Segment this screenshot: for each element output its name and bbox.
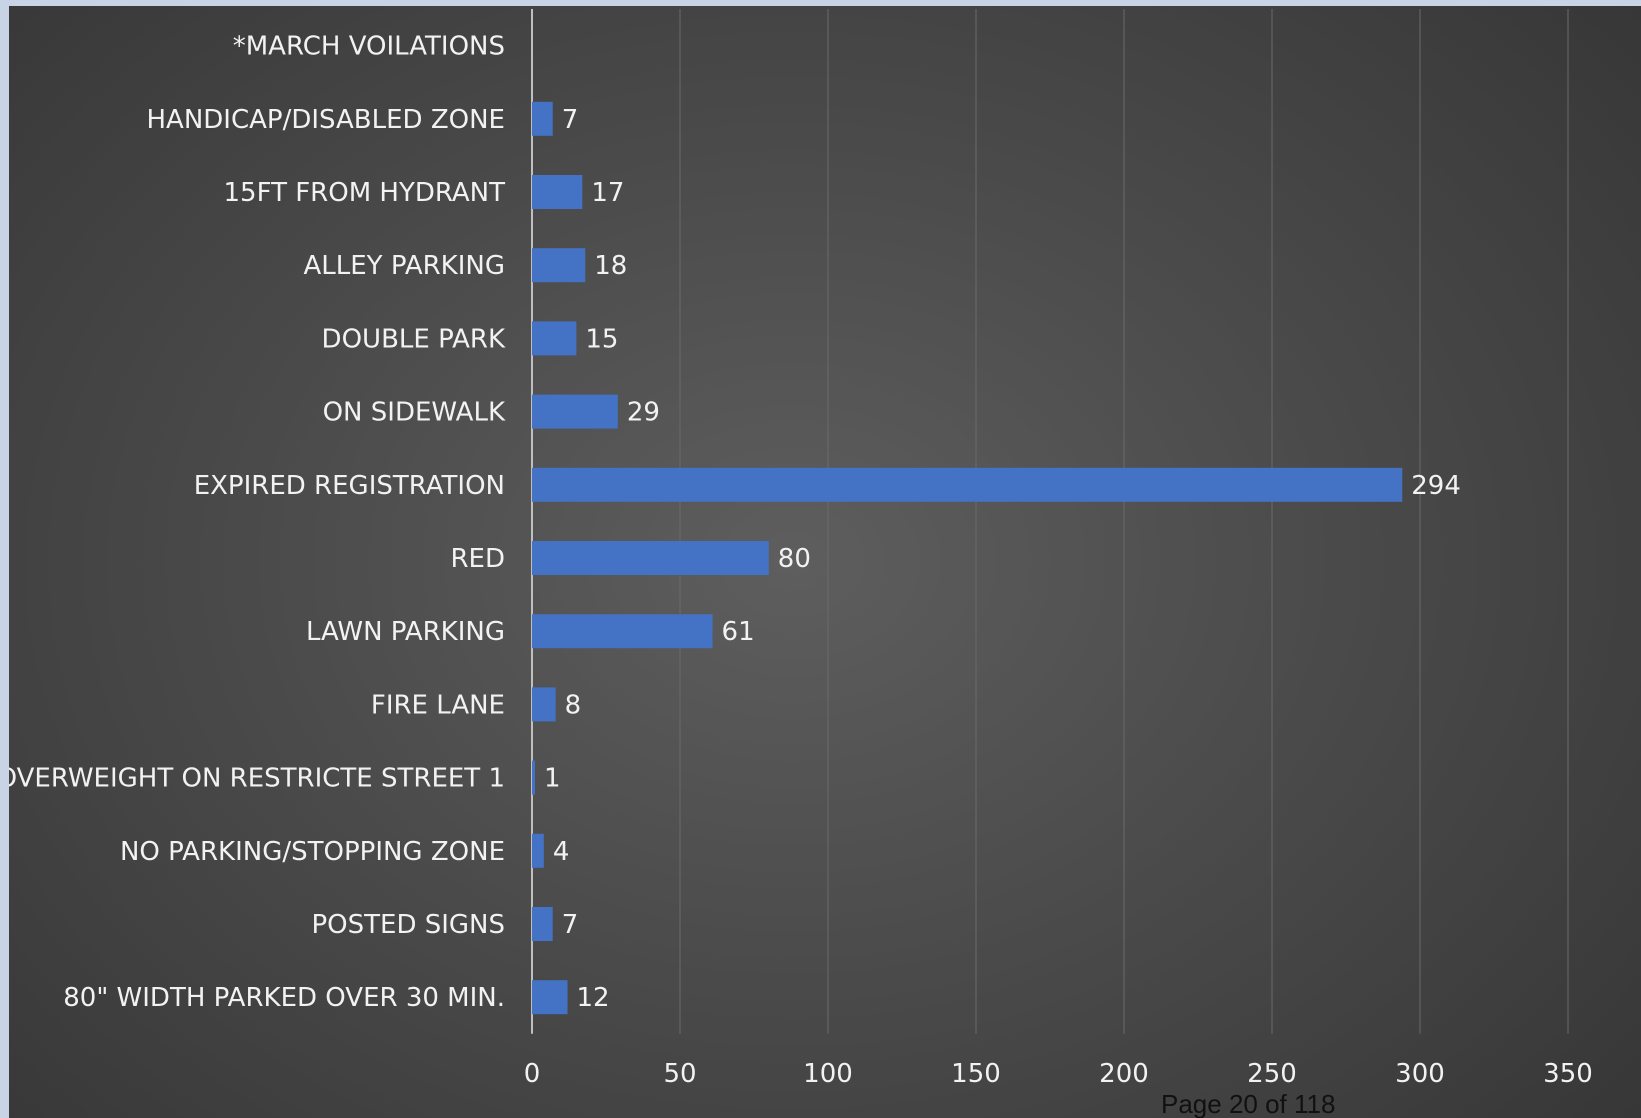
category-label: *MARCH VOILATIONS	[233, 32, 505, 62]
category-label: LAWN PARKING	[306, 617, 505, 647]
bar	[532, 467, 1403, 502]
x-tick-label: 200	[1099, 1059, 1149, 1089]
x-tick-label: 100	[803, 1059, 853, 1089]
x-tick-label: 350	[1543, 1059, 1593, 1089]
category-label: NO PARKING/STOPPING ZONE	[120, 837, 505, 867]
category-label: POSTED SIGNS	[311, 910, 505, 940]
bar	[532, 541, 769, 575]
data-label: 1	[544, 764, 561, 794]
category-label: DOUBLE PARK	[322, 324, 506, 354]
x-tick-label: 50	[663, 1059, 696, 1089]
bars	[532, 101, 1403, 1015]
bar	[532, 980, 568, 1015]
category-label: FIRE LANE	[371, 690, 505, 720]
data-label: 4	[553, 837, 570, 867]
category-label: HANDICAP/DISABLED ZONE	[146, 105, 505, 135]
data-label: 294	[1411, 471, 1461, 501]
bar	[532, 760, 535, 795]
bar	[532, 101, 553, 136]
labels: 0 50 100 150 200 250 300 350 *MARCH VOILATIONS HA…	[9, 32, 1593, 1089]
category-label: 80" WIDTH PARKED OVER 30 MIN.	[63, 983, 505, 1013]
bar	[532, 907, 553, 941]
x-tick-label: 0	[524, 1059, 541, 1089]
data-label: 17	[591, 178, 624, 208]
data-label: 29	[627, 398, 660, 428]
data-label: 80	[778, 544, 811, 574]
category-label: RED	[450, 544, 505, 574]
x-tick-label: 150	[951, 1059, 1001, 1089]
bar	[532, 833, 544, 868]
data-label: 7	[562, 910, 579, 940]
category-label: EXPIRED REGISTRATION	[194, 471, 505, 501]
bar	[532, 394, 618, 429]
bar	[532, 687, 556, 722]
data-label: 61	[722, 617, 755, 647]
gridlines	[531, 9, 1569, 1034]
x-tick-label: 300	[1395, 1059, 1445, 1089]
data-label: 7	[562, 105, 579, 135]
data-label: 15	[585, 324, 618, 354]
category-label: ON SIDEWALK	[323, 398, 506, 428]
data-label: 18	[594, 251, 627, 281]
page-number-footer: Page 20 of 118	[1161, 1089, 1336, 1118]
data-label: 8	[565, 690, 582, 720]
bar-chart: 0 50 100 150 200 250 300 350 *MARCH VOILATIONS HA…	[9, 9, 1593, 1089]
bar	[532, 175, 583, 209]
x-tick-label: 250	[1247, 1059, 1297, 1089]
bar	[532, 614, 713, 649]
chart-frame: 0 50 100 150 200 250 300 350 *MARCH VOILATIONS HA…	[9, 6, 1641, 1118]
bar	[532, 248, 586, 283]
bar	[532, 321, 577, 356]
data-label: 12	[577, 983, 610, 1013]
category-label: ALLEY PARKING	[303, 251, 505, 281]
category-label: 15FT FROM HYDRANT	[224, 178, 506, 208]
category-label: OVERWEIGHT ON RESTRICTE STREET 1	[9, 764, 505, 794]
